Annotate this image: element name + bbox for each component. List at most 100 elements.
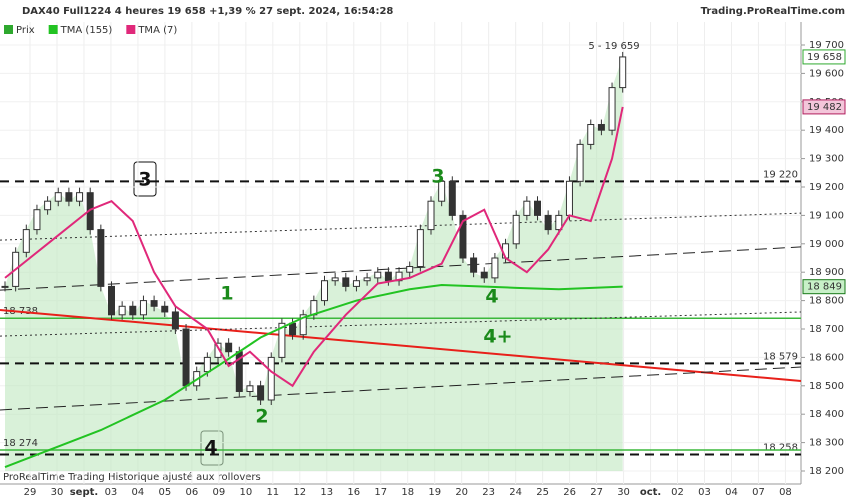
x-tick-label: 20 bbox=[455, 487, 468, 498]
candle bbox=[427, 200, 435, 231]
candle bbox=[150, 300, 158, 307]
x-tick-label: 04 bbox=[132, 487, 145, 498]
candle bbox=[44, 200, 52, 211]
candle bbox=[182, 328, 190, 387]
trend-line bbox=[0, 366, 802, 411]
legend-swatch bbox=[48, 25, 58, 34]
x-tick-label: 17 bbox=[374, 487, 387, 498]
candle bbox=[480, 271, 488, 279]
x-tick-label: 08 bbox=[779, 487, 792, 498]
x-tick-label: 19 bbox=[428, 487, 441, 498]
tma-line bbox=[4, 283, 623, 468]
annotation: 4 bbox=[204, 437, 217, 459]
candle bbox=[321, 280, 328, 302]
candle bbox=[374, 271, 382, 279]
candle bbox=[619, 56, 627, 89]
candle bbox=[597, 124, 605, 131]
y-tick-label: 19 600 bbox=[809, 68, 844, 79]
candle bbox=[139, 300, 147, 316]
legend-label: TMA (7) bbox=[137, 25, 177, 36]
y-tick-label: 19 700 bbox=[809, 40, 844, 51]
level-label: 18 258 bbox=[763, 443, 798, 454]
candle bbox=[331, 277, 339, 282]
candle bbox=[384, 271, 392, 282]
x-tick-label: 04 bbox=[725, 487, 738, 498]
x-tick-label: 30 bbox=[51, 487, 64, 498]
candle bbox=[171, 311, 179, 330]
trend-line bbox=[0, 308, 802, 382]
candle bbox=[129, 305, 137, 316]
price-box bbox=[802, 99, 846, 115]
candle bbox=[342, 277, 350, 287]
x-tick-label: 25 bbox=[536, 487, 549, 498]
candle bbox=[76, 192, 84, 202]
y-tick-label: 18 800 bbox=[809, 296, 844, 307]
x-tick-label: 03 bbox=[105, 487, 118, 498]
x-tick-label: 18 bbox=[401, 487, 414, 498]
price-box-label: 19 482 bbox=[807, 102, 842, 113]
x-tick-label: 12 bbox=[293, 487, 306, 498]
trend-line bbox=[0, 212, 802, 241]
y-tick-label: 19 100 bbox=[809, 210, 844, 221]
x-tick-label: 24 bbox=[509, 487, 522, 498]
x-tick-label: sept. bbox=[70, 487, 98, 498]
candle bbox=[512, 214, 520, 245]
y-tick-label: 18 700 bbox=[809, 324, 844, 335]
price-box-label: 19 658 bbox=[807, 52, 842, 63]
candle bbox=[587, 124, 595, 145]
candle bbox=[576, 143, 584, 182]
candle bbox=[118, 305, 126, 316]
x-tick-label: 05 bbox=[159, 487, 172, 498]
candle bbox=[22, 229, 30, 253]
x-tick-label: 26 bbox=[563, 487, 576, 498]
candle bbox=[1, 285, 9, 288]
y-tick-label: 18 300 bbox=[809, 438, 844, 449]
candle bbox=[544, 214, 552, 231]
price-box bbox=[802, 279, 846, 295]
legend-label: TMA (155) bbox=[60, 25, 113, 36]
x-tick-label: 09 bbox=[212, 487, 225, 498]
candle bbox=[352, 280, 360, 287]
tma-line bbox=[4, 106, 624, 388]
candle bbox=[203, 356, 211, 373]
x-tick-label: 10 bbox=[239, 487, 252, 498]
legend-swatch bbox=[4, 25, 13, 34]
candle bbox=[491, 257, 499, 279]
y-tick-label: 18 200 bbox=[809, 466, 844, 477]
candle bbox=[278, 322, 286, 358]
candle bbox=[406, 266, 414, 273]
candle bbox=[33, 209, 41, 231]
candle bbox=[65, 192, 73, 202]
candle bbox=[416, 229, 424, 268]
candle bbox=[555, 214, 563, 231]
candle bbox=[438, 180, 446, 202]
annotation: 5 - 19 659 bbox=[588, 41, 639, 52]
candle bbox=[161, 305, 169, 313]
legend-label: Prix bbox=[16, 25, 35, 36]
candle bbox=[289, 322, 297, 336]
annotation: 2 bbox=[255, 406, 268, 428]
y-tick-label: 19 400 bbox=[809, 125, 844, 136]
x-tick-label: 11 bbox=[266, 487, 279, 498]
x-tick-label: 06 bbox=[186, 487, 199, 498]
chart-title: DAX40 Full1224 4 heures 19 658 +1,39 % 2… bbox=[22, 6, 393, 17]
candle bbox=[108, 285, 115, 316]
candle bbox=[257, 385, 265, 401]
trend-line bbox=[0, 311, 802, 337]
candle bbox=[459, 214, 467, 259]
level-label: 19 220 bbox=[763, 169, 798, 180]
price-area bbox=[5, 56, 623, 471]
y-tick-label: 18 500 bbox=[809, 381, 844, 392]
level-label: 18 579 bbox=[763, 351, 798, 362]
y-tick-label: 19 000 bbox=[809, 239, 844, 250]
candle bbox=[534, 200, 541, 216]
candle bbox=[470, 257, 478, 273]
y-tick-label: 18 900 bbox=[809, 267, 844, 278]
x-tick-label: 03 bbox=[698, 487, 711, 498]
price-box bbox=[802, 49, 846, 65]
candle bbox=[267, 356, 275, 401]
candle bbox=[448, 180, 456, 216]
candle bbox=[54, 192, 62, 202]
candle bbox=[608, 87, 616, 131]
